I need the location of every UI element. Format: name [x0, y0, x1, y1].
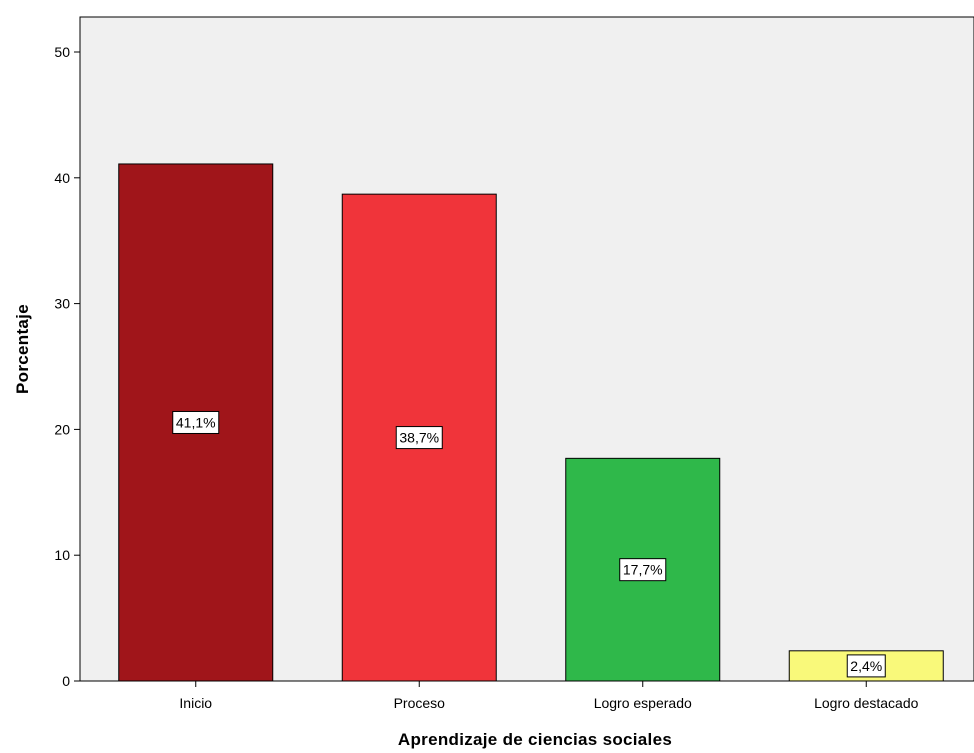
data-label: 2,4%	[850, 658, 882, 674]
x-tick-label: Proceso	[394, 695, 446, 711]
data-labels: 41,1% 38,7% 17,7% 2,4%	[172, 410, 886, 678]
x-axis-title: Aprendizaje de ciencias sociales	[398, 730, 672, 749]
data-label: 41,1%	[176, 414, 216, 430]
y-tick-label: 50	[54, 44, 70, 60]
y-axis: 0 10 20 30 40 50	[54, 44, 80, 689]
x-tick-label: Logro destacado	[814, 695, 919, 711]
data-label: 17,7%	[623, 562, 663, 578]
data-label-box	[172, 410, 220, 434]
data-label: 38,7%	[399, 430, 439, 446]
y-tick-label: 0	[62, 673, 70, 689]
x-tick-label: Inicio	[179, 695, 212, 711]
x-tick-label: Logro esperado	[594, 695, 692, 711]
data-label-box	[619, 558, 667, 582]
x-axis: Inicio Proceso Logro esperado Logro destaca…	[179, 681, 919, 711]
y-tick-label: 40	[54, 170, 70, 186]
data-label-box	[395, 426, 443, 450]
y-tick-label: 10	[54, 547, 70, 563]
y-axis-title: Porcentaje	[13, 304, 32, 394]
data-label-box	[846, 654, 886, 678]
y-tick-label: 20	[54, 421, 70, 437]
y-tick-label: 30	[54, 296, 70, 312]
